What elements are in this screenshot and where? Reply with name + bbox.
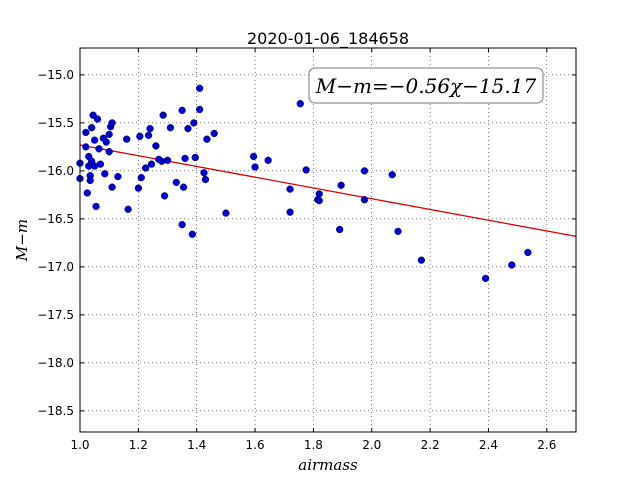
data-point: [82, 128, 90, 137]
data-point: [141, 164, 150, 172]
data-points: [76, 84, 532, 283]
data-point: [201, 175, 210, 184]
data-point: [86, 176, 94, 185]
y-tick-label: −18.5: [37, 404, 74, 418]
data-point: [524, 248, 532, 257]
y-axis-ticks: −15.0 −15.5 −16.0 −16.5 −17.0 −17.5 −18.0 −18.5: [37, 68, 576, 418]
data-point: [108, 119, 116, 127]
data-point: [296, 100, 304, 108]
x-tick-label: 1.8: [304, 438, 323, 452]
data-point: [105, 148, 113, 156]
data-point: [481, 274, 490, 283]
data-point: [152, 142, 160, 150]
data-point: [286, 185, 294, 193]
x-tick-label: 1.4: [187, 438, 206, 452]
data-point: [360, 196, 369, 204]
data-point: [163, 156, 172, 164]
data-point: [360, 167, 369, 175]
data-point: [251, 163, 259, 171]
data-point: [92, 202, 100, 211]
data-point: [200, 169, 208, 177]
data-point: [166, 124, 175, 132]
annotation-text: M−m=−0.56χ−15.17: [315, 74, 537, 98]
data-point: [195, 105, 204, 114]
data-point: [147, 160, 156, 168]
y-tick-label: −17.0: [37, 260, 74, 274]
data-point: [249, 152, 258, 161]
data-point: [336, 225, 344, 234]
data-point: [101, 170, 109, 178]
data-point: [105, 130, 113, 139]
data-point: [137, 173, 145, 182]
y-tick-label: −16.0: [37, 164, 74, 178]
x-tick-label: 1.2: [129, 438, 148, 452]
y-axis-label: M−m: [13, 219, 31, 262]
chart-title: 2020-01-06_184658: [247, 29, 409, 49]
data-point: [178, 106, 186, 115]
data-point: [190, 119, 198, 127]
data-point: [203, 135, 211, 143]
data-point: [134, 184, 143, 192]
data-point: [508, 261, 516, 269]
data-point: [388, 171, 396, 179]
data-point: [302, 166, 310, 174]
grid: [79, 48, 576, 432]
data-point: [160, 192, 169, 200]
data-point: [394, 227, 402, 236]
data-point: [146, 124, 154, 133]
y-tick-label: −15.5: [37, 116, 74, 130]
data-point: [159, 111, 167, 119]
data-point: [337, 181, 345, 189]
data-point: [178, 220, 186, 229]
x-axis-label: airmass: [298, 456, 358, 474]
data-point: [315, 190, 323, 198]
data-point: [181, 154, 189, 163]
data-point: [417, 256, 426, 264]
data-point: [96, 160, 105, 168]
data-point: [191, 153, 199, 162]
data-point: [102, 138, 110, 146]
data-point: [184, 124, 192, 133]
x-tick-label: 2.4: [479, 438, 498, 452]
x-tick-label: 1.0: [70, 438, 89, 452]
data-point: [108, 183, 116, 191]
y-tick-label: −18.0: [37, 356, 74, 370]
data-point: [88, 124, 96, 132]
data-point: [264, 156, 272, 164]
data-point: [114, 172, 122, 181]
data-point: [188, 230, 196, 238]
data-point: [315, 196, 323, 205]
data-point: [179, 183, 188, 191]
y-tick-label: −17.5: [37, 308, 74, 322]
data-point: [93, 115, 102, 123]
x-tick-label: 1.6: [246, 438, 265, 452]
x-tick-label: 2.6: [537, 438, 556, 452]
x-axis-ticks: 1.0 1.2 1.4 1.6 1.8 2.0 2.2 2.4 2.6: [70, 48, 556, 452]
data-point: [83, 189, 91, 197]
y-tick-label: −16.5: [37, 212, 74, 226]
data-point: [144, 131, 153, 140]
annotation-box: [308, 67, 544, 104]
data-point: [90, 136, 99, 144]
data-point: [82, 143, 90, 151]
x-tick-label: 2.0: [362, 438, 381, 452]
data-point: [124, 205, 132, 213]
equation-annotation: M−m=−0.56χ−15.17: [308, 67, 544, 104]
y-tick-label: −15.0: [37, 68, 74, 82]
data-point: [195, 84, 204, 92]
data-point: [123, 135, 131, 143]
data-point: [172, 178, 180, 187]
data-point: [222, 209, 230, 217]
data-point: [95, 145, 103, 153]
data-point: [210, 129, 218, 138]
data-point: [286, 208, 294, 216]
x-tick-label: 2.2: [421, 438, 440, 452]
plot-frame: [79, 47, 577, 433]
data-point: [136, 132, 144, 140]
